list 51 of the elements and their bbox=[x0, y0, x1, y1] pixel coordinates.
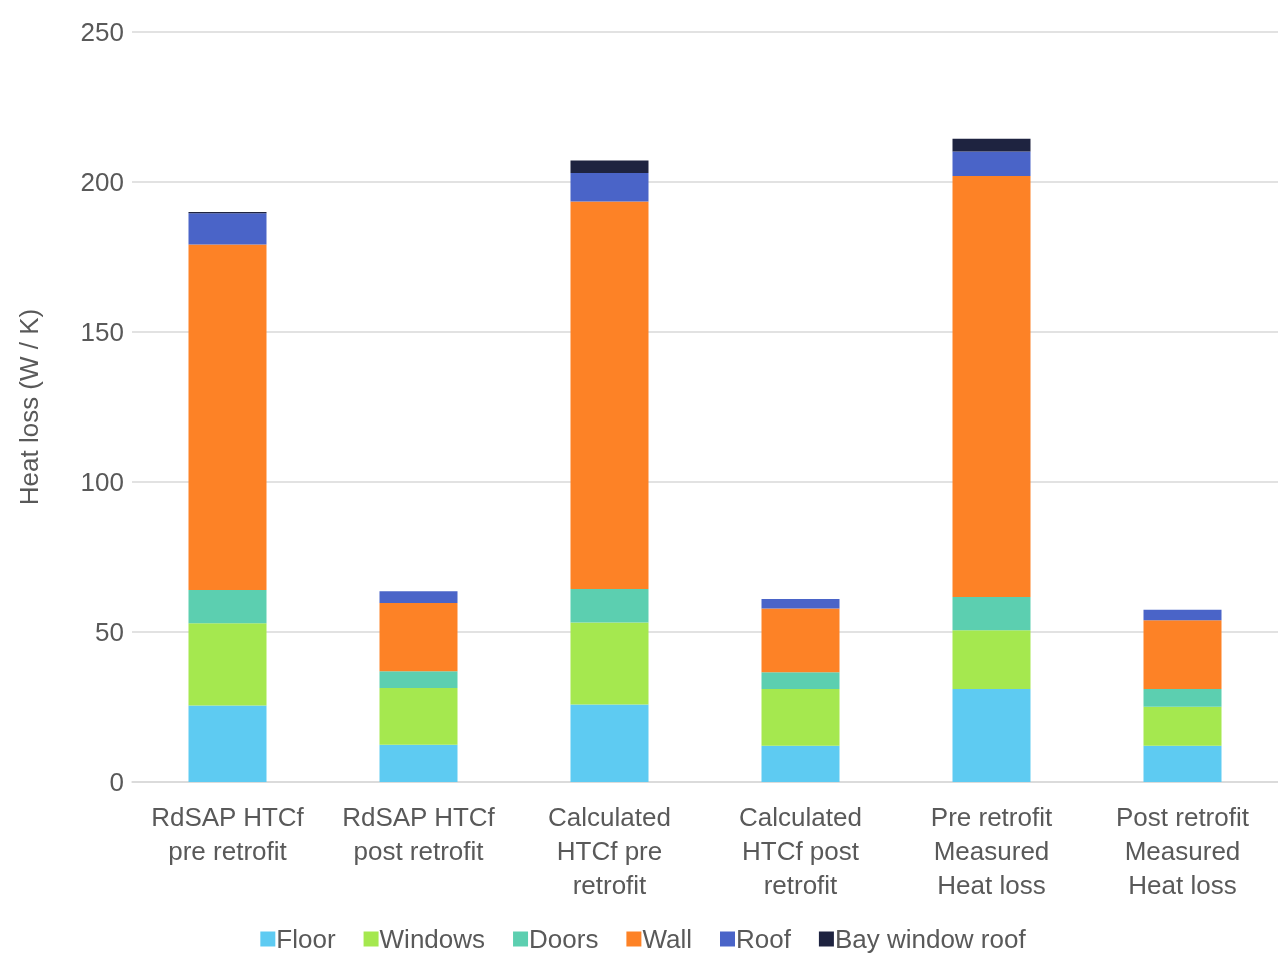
bar bbox=[188, 623, 267, 706]
bar bbox=[761, 599, 840, 609]
bar bbox=[761, 689, 840, 746]
bar bbox=[379, 671, 458, 689]
bar bbox=[952, 630, 1031, 689]
x-tick-label: Calculated HTCf pre retrofit bbox=[548, 802, 671, 900]
bar bbox=[570, 589, 649, 623]
bar bbox=[188, 244, 267, 590]
y-axis-title: Heat loss (W / K) bbox=[14, 308, 44, 506]
bar bbox=[379, 602, 458, 672]
bar bbox=[761, 608, 840, 673]
y-tick-label: 150 bbox=[80, 317, 124, 347]
bar bbox=[952, 176, 1031, 597]
bar bbox=[952, 596, 1031, 631]
bar bbox=[570, 160, 649, 173]
y-tick-label: 0 bbox=[109, 767, 124, 797]
y-tick-label: 50 bbox=[95, 617, 124, 647]
legend-label: Bay window roof bbox=[834, 924, 1027, 954]
bar bbox=[952, 138, 1031, 152]
y-tick-label: 200 bbox=[80, 167, 124, 197]
bar bbox=[188, 705, 267, 782]
bar bbox=[188, 213, 267, 245]
bar bbox=[761, 745, 840, 782]
bar bbox=[570, 704, 649, 782]
bar bbox=[1143, 620, 1222, 689]
legend-label: Roof bbox=[735, 924, 792, 954]
legend-label: Wall bbox=[642, 924, 692, 954]
bar bbox=[1143, 745, 1222, 782]
x-tick-label: RdSAP HTCf post retrofit bbox=[342, 802, 496, 866]
x-tick-label: Post retrofit Measured Heat loss bbox=[1116, 802, 1250, 900]
bar bbox=[1143, 609, 1222, 621]
bar bbox=[1143, 689, 1222, 707]
legend-label: Windows bbox=[379, 924, 486, 954]
bar bbox=[761, 672, 840, 689]
bar bbox=[1143, 706, 1222, 746]
x-tick-label: Pre retrofit Measured Heat loss bbox=[930, 802, 1053, 900]
bar bbox=[952, 151, 1031, 176]
y-tick-label: 100 bbox=[80, 467, 124, 497]
x-tick-label: Calculated HTCf post retrofit bbox=[739, 802, 862, 900]
legend-label: Doors bbox=[529, 924, 599, 954]
bar bbox=[570, 173, 649, 202]
bar bbox=[952, 689, 1031, 782]
bar bbox=[570, 201, 649, 590]
legend-label: Floor bbox=[276, 924, 336, 954]
bar bbox=[570, 622, 649, 705]
bar bbox=[379, 591, 458, 603]
bar bbox=[188, 590, 267, 624]
bar bbox=[379, 688, 458, 745]
x-tick-label: RdSAP HTCf pre retrofit bbox=[151, 802, 305, 866]
bar bbox=[379, 744, 458, 782]
y-tick-label: 250 bbox=[80, 17, 124, 47]
